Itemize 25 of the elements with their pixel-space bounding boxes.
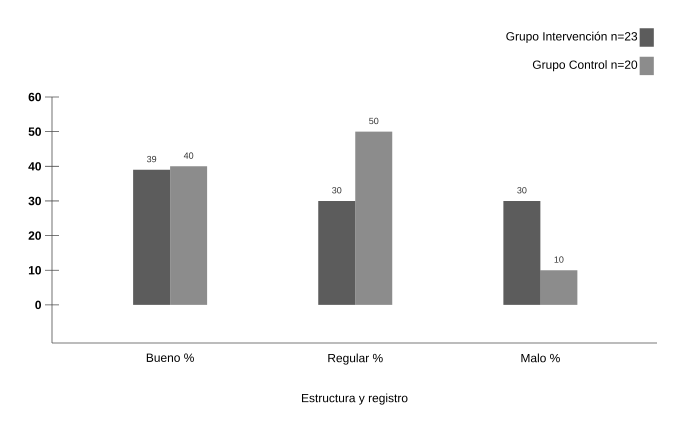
y-tick-label: 0 bbox=[35, 300, 41, 310]
y-tick-label: 30 bbox=[28, 196, 41, 206]
data-label: 40 bbox=[184, 152, 194, 159]
bar bbox=[355, 132, 392, 305]
bar bbox=[503, 200, 540, 305]
y-tick-label: 10 bbox=[28, 266, 41, 274]
data-label: 30 bbox=[517, 187, 527, 194]
x-tick-label: Malo % bbox=[521, 354, 560, 362]
bar bbox=[318, 200, 356, 305]
legend-label: Grupo Intervención n=23 bbox=[506, 32, 638, 43]
x-tick-label: Bueno % bbox=[146, 354, 194, 362]
bar bbox=[133, 170, 170, 305]
legend-label: Grupo Control n=20 bbox=[532, 60, 638, 72]
x-axis-title: Estructura y registro bbox=[302, 394, 408, 405]
bar bbox=[170, 166, 208, 305]
x-tick-label: Regular % bbox=[328, 354, 383, 365]
data-label: 50 bbox=[369, 118, 378, 124]
data-label: 30 bbox=[332, 187, 342, 194]
y-tick-label: 40 bbox=[28, 162, 41, 171]
data-label: 39 bbox=[146, 156, 156, 162]
y-tick-label: 60 bbox=[28, 92, 41, 102]
y-tick-label: 20 bbox=[28, 231, 41, 240]
y-tick-label: 50 bbox=[28, 127, 41, 136]
bar bbox=[540, 270, 578, 305]
data-label: 10 bbox=[554, 256, 564, 263]
